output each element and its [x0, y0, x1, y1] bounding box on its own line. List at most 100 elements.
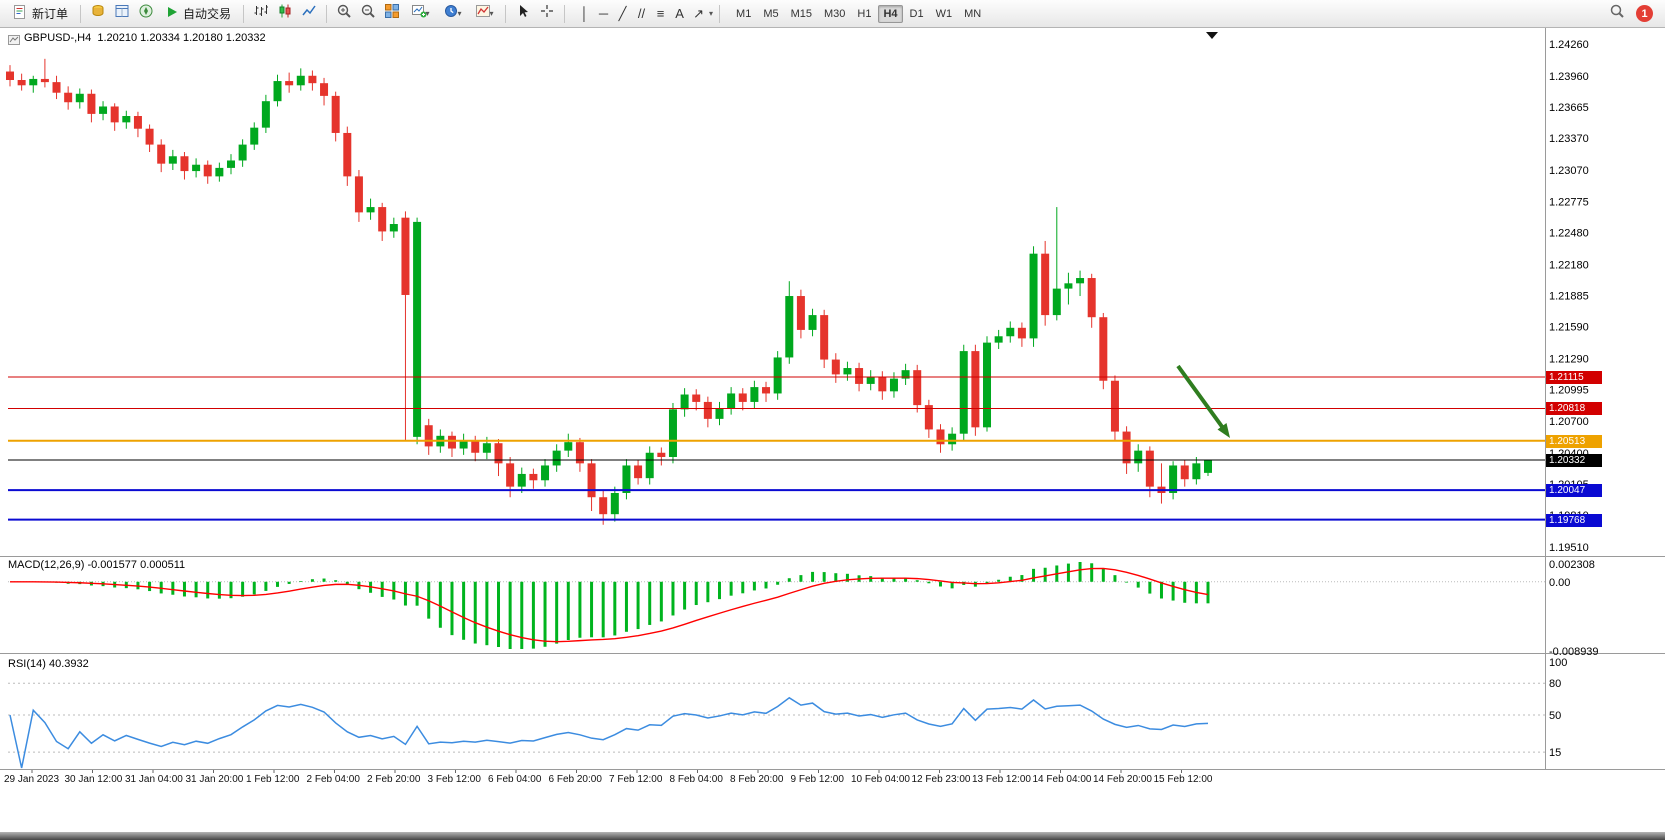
svg-text:1.23665: 1.23665 [1549, 102, 1589, 114]
time-axis-labels: 29 Jan 2023 30 Jan 12:00 31 Jan 04:00 31 Ja… [4, 770, 1213, 785]
horizontal-scrollbar[interactable] [0, 832, 1665, 840]
timeframe-button-w1[interactable]: W1 [935, 7, 953, 20]
cursor-tool-button[interactable] [512, 3, 534, 25]
line-chart-icon [301, 3, 317, 24]
crosshair-tool-button[interactable] [536, 3, 558, 25]
svg-text:1.23370: 1.23370 [1549, 133, 1589, 145]
svg-text:6 Feb 04:00: 6 Feb 04:00 [488, 774, 542, 785]
tile-windows-button[interactable] [381, 3, 403, 25]
new-chart-button[interactable]: ▾ [405, 3, 435, 25]
bar-chart-button[interactable] [250, 3, 272, 25]
navigator-button[interactable] [135, 3, 157, 25]
chevron-down-icon: ▾ [457, 9, 462, 18]
timeframe-group: M1 M5 M15 M30 H1 H4 D1 W1 MN [730, 4, 987, 23]
svg-text:1.21590: 1.21590 [1549, 322, 1589, 334]
trend-arrow-annotation[interactable] [1176, 364, 1230, 438]
fibonacci-tool-icon[interactable]: ≡ [656, 5, 665, 21]
text-tool-icon[interactable]: A [675, 5, 684, 21]
horizontal-line-tool-icon[interactable]: ─ [598, 5, 609, 21]
timeframe-button-m30[interactable]: M30 [824, 7, 846, 20]
svg-text:31 Jan 20:00: 31 Jan 20:00 [186, 774, 244, 785]
rsi-axis-labels: 100 80 50 15 [1549, 657, 1567, 759]
rsi-line [9, 696, 1209, 769]
svg-text:8 Feb 20:00: 8 Feb 20:00 [730, 774, 784, 785]
candlestick-series [6, 58, 1212, 525]
svg-text:14 Feb 20:00: 14 Feb 20:00 [1093, 774, 1152, 785]
navigator-icon [138, 3, 154, 24]
notification-badge[interactable]: 1 [1636, 5, 1653, 22]
toolbar-separator [243, 4, 245, 23]
timeframe-button-m5[interactable]: M5 [763, 7, 779, 20]
svg-text:1.21290: 1.21290 [1549, 354, 1589, 366]
chart-canvas[interactable]: 1.24260 1.23960 1.23665 1.23370 1.23070 1.227… [0, 28, 1665, 840]
svg-text:31 Jan 04:00: 31 Jan 04:00 [125, 774, 183, 785]
svg-text:0.00: 0.00 [1549, 577, 1570, 589]
resistance-line-1-price-tag: 1.21115 [1546, 371, 1602, 385]
svg-text:1.19510: 1.19510 [1549, 542, 1589, 554]
svg-text:30 Jan 12:00: 30 Jan 12:00 [65, 774, 123, 785]
toolbar-separator [564, 4, 566, 23]
market-watch-icon [90, 3, 106, 24]
svg-text:1.24260: 1.24260 [1549, 39, 1589, 51]
svg-text:10 Feb 04:00: 10 Feb 04:00 [851, 774, 910, 785]
toolbar-separator [505, 4, 507, 23]
svg-text:13 Feb 12:00: 13 Feb 12:00 [972, 774, 1031, 785]
arrow-tool-icon[interactable]: ↗ [693, 5, 704, 21]
svg-text:12 Feb 23:00: 12 Feb 23:00 [912, 774, 971, 785]
svg-text:2 Feb 04:00: 2 Feb 04:00 [307, 774, 361, 785]
macd-axis-labels: 0.002308 0.00 -0.008939 [1549, 559, 1599, 658]
search-button[interactable] [1606, 3, 1628, 25]
indicators-icon [475, 3, 491, 24]
search-icon [1609, 3, 1625, 24]
svg-text:3 Feb 12:00: 3 Feb 12:00 [428, 774, 482, 785]
timeframe-button-h4[interactable]: H4 [878, 4, 903, 23]
chart-shift-marker[interactable] [1206, 32, 1218, 39]
channel-tool-icon[interactable]: // [637, 5, 646, 21]
vertical-line-tool-icon[interactable]: │ [580, 5, 589, 21]
svg-text:1.22180: 1.22180 [1549, 259, 1589, 271]
svg-text:1.20995: 1.20995 [1549, 385, 1589, 397]
current-price-line-price-tag: 1.20332 [1546, 453, 1602, 467]
draw-tools-group: │ ─ ╱ // ≡ A ↗ [575, 4, 708, 24]
zoom-out-button[interactable] [357, 3, 379, 25]
zoom-out-icon [360, 3, 376, 24]
zoom-in-button[interactable] [333, 3, 355, 25]
svg-text:1.23960: 1.23960 [1549, 71, 1589, 83]
chevron-down-icon: ▾ [425, 9, 430, 18]
toolbar-separator [719, 4, 721, 23]
new-order-label: 新订单 [32, 7, 69, 21]
timeframe-button-d1[interactable]: D1 [909, 7, 924, 20]
market-watch-button[interactable] [87, 3, 109, 25]
zoom-in-icon [336, 3, 352, 24]
svg-text:8 Feb 04:00: 8 Feb 04:00 [670, 774, 724, 785]
rsi-label: RSI(14) 40.3932 [8, 658, 89, 670]
svg-text:0.002308: 0.002308 [1549, 559, 1595, 571]
line-chart-button[interactable] [298, 3, 320, 25]
timeframe-button-mn[interactable]: MN [964, 7, 982, 20]
macd-label: MACD(12,26,9) -0.001577 0.000511 [8, 559, 186, 571]
timeframe-button-h1[interactable]: H1 [857, 7, 872, 20]
pivot-line-price-tag: 1.20513 [1546, 434, 1602, 448]
price-axis-ticks: 1.24260 1.23960 1.23665 1.23370 1.23070 1.227… [1549, 39, 1589, 554]
svg-text:1.22480: 1.22480 [1549, 227, 1589, 239]
timeframe-button-m15[interactable]: M15 [790, 7, 813, 20]
autotrade-button[interactable]: 自动交易 [159, 3, 237, 25]
svg-text:1.22775: 1.22775 [1549, 196, 1589, 208]
trendline-tool-icon[interactable]: ╱ [618, 5, 627, 21]
autotrade-label: 自动交易 [183, 7, 232, 21]
shapes-dropdown-icon[interactable]: ▾ [709, 9, 714, 18]
candlestick-chart-button[interactable] [274, 3, 296, 25]
profiles-button[interactable]: ▾ [437, 3, 467, 25]
svg-text:29 Jan 2023: 29 Jan 2023 [4, 774, 59, 785]
new-order-button[interactable]: 新订单 [6, 3, 74, 25]
support-line-1-price-tag: 1.20047 [1546, 484, 1602, 498]
svg-text:15: 15 [1549, 747, 1561, 759]
chart-window: GBPUSD-,H4 1.20210 1.20334 1.20180 1.203… [0, 28, 1665, 840]
data-window-button[interactable] [111, 3, 133, 25]
svg-text:100: 100 [1549, 657, 1567, 669]
timeframe-button-m1[interactable]: M1 [736, 7, 752, 20]
data-window-icon [114, 3, 130, 24]
bar-chart-icon [253, 3, 269, 24]
toolbar: 新订单 自动交易 ▾ ▾ ▾ │ ─ ╱ // ≡ A ↗ ▾ M1 M5 M15 M30 H1 H4… [0, 0, 1665, 28]
indicators-button[interactable]: ▾ [469, 3, 499, 25]
